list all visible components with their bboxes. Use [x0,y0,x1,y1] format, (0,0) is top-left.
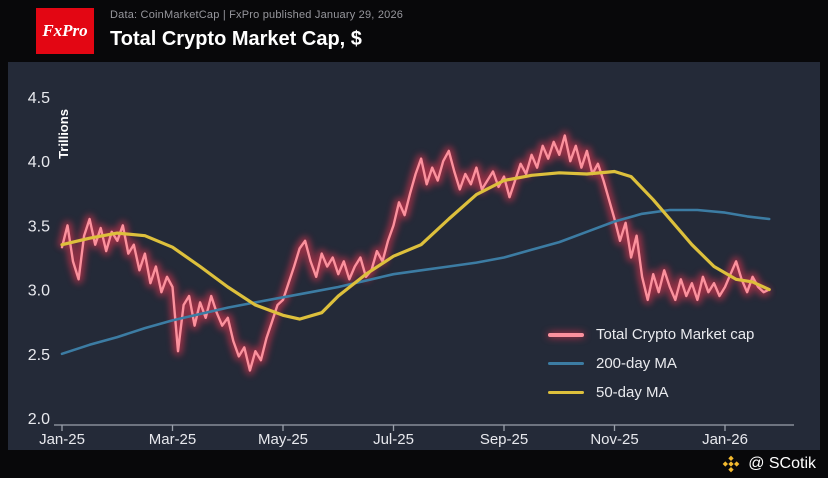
svg-text:3.5: 3.5 [28,218,50,235]
svg-text:3.0: 3.0 [28,283,50,300]
legend-line-50day-ma-icon [548,390,584,395]
author-handle: @ SCotik [748,455,816,472]
chart-title: Total Crypto Market Cap, $ [110,28,362,50]
svg-text:2.0: 2.0 [28,411,50,428]
header-bar: FxPro Data: CoinMarketCap | FxPro publis… [0,0,828,62]
binance-icon [722,455,740,473]
chart-canvas: Jan-25 Mar-25 May-25 Jul-25 Sep-25 Nov-25 Jan-… [28,90,794,448]
svg-text:Jul-25: Jul-25 [373,431,414,448]
legend-line-market-cap-icon [548,332,584,337]
data-source-caption: Data: CoinMarketCap | FxPro published Ja… [110,9,404,21]
legend-label-50day-ma: 50-day MA [596,384,669,401]
svg-text:May-25: May-25 [258,431,308,448]
svg-text:4.5: 4.5 [28,90,50,107]
legend-item-50day-ma: 50-day MA [548,383,754,402]
fxpro-logo-text: FxPro [42,21,88,40]
legend-line-200day-ma-icon [548,361,584,366]
svg-text:4.0: 4.0 [28,154,50,171]
header-text: Data: CoinMarketCap | FxPro published Ja… [110,9,403,51]
svg-text:Jan-25: Jan-25 [39,431,85,448]
legend-label-200day-ma: 200-day MA [596,355,677,372]
chart-panel: Jan-25 Mar-25 May-25 Jul-25 Sep-25 Nov-25 Jan-… [8,62,820,450]
svg-text:Sep-25: Sep-25 [480,431,528,448]
svg-text:Jan-26: Jan-26 [702,431,748,448]
chart-legend: Total Crypto Market cap 200-day MA 50-da… [548,325,754,402]
legend-item-market-cap: Total Crypto Market cap [548,325,754,344]
legend-item-200day-ma: 200-day MA [548,354,754,373]
footer-bar: @ SCotik [0,450,828,478]
svg-text:Mar-25: Mar-25 [149,431,197,448]
fxpro-logo: FxPro [36,8,94,54]
svg-text:Trillions: Trillions [56,109,71,159]
legend-label-market-cap: Total Crypto Market cap [596,326,755,343]
svg-text:2.5: 2.5 [28,347,50,364]
svg-text:Nov-25: Nov-25 [590,431,638,448]
